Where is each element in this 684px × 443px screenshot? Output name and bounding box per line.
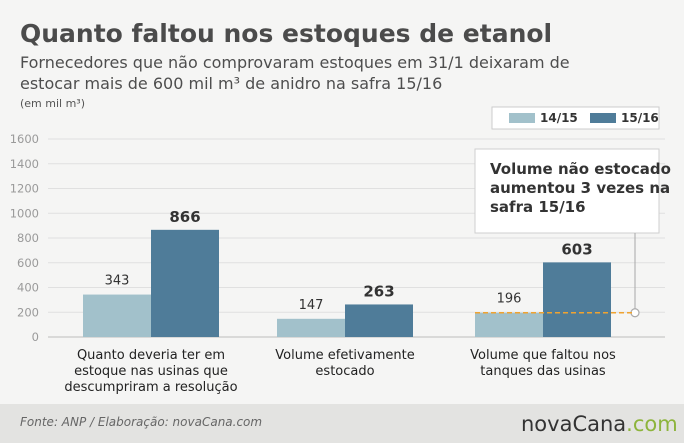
- category-label: estocado: [315, 364, 374, 379]
- y-tick-label: 600: [17, 256, 39, 270]
- bar: [83, 294, 151, 337]
- brand-logo-main: novaCana: [521, 412, 626, 436]
- data-label: 603: [561, 240, 592, 258]
- y-tick-label: 800: [17, 231, 39, 245]
- callout-line-1: Volume não estocado: [490, 160, 671, 178]
- callout: Volume não estocado aumentou 3 vezes na …: [474, 148, 671, 318]
- legend-box: [491, 106, 660, 130]
- legend-swatch-15-16: [590, 113, 616, 123]
- category-label: estoque nas usinas que: [74, 364, 228, 379]
- y-tick-label: 200: [17, 305, 39, 319]
- unit-label: (em mil m³): [20, 97, 85, 110]
- y-tick-label: 1400: [10, 157, 39, 171]
- y-tick-label: 1000: [10, 206, 39, 220]
- category-label: descumpriram a resolução: [64, 380, 237, 395]
- bar: [543, 262, 611, 337]
- bar: [277, 318, 345, 337]
- y-tick-label: 1200: [10, 182, 39, 196]
- callout-line-2: aumentou 3 vezes na: [490, 179, 670, 197]
- bars: 343 147 196 866 263 603: [83, 208, 611, 337]
- brand-logo-suffix: .com: [626, 412, 678, 436]
- y-tick-label: 400: [17, 281, 39, 295]
- callout-line-3: safra 15/16: [490, 198, 586, 216]
- category-label: Volume efetivamente: [275, 348, 414, 363]
- data-label: 263: [363, 282, 394, 300]
- bar: [345, 304, 413, 337]
- chart-subtitle-line-1: Fornecedores que não comprovaram estoque…: [20, 53, 570, 72]
- y-axis: 0 200 400 600 800 1000 1200 1400 1600: [10, 132, 39, 344]
- chart-subtitle-line-2: estocar mais de 600 mil m³ de anidro na …: [20, 74, 442, 93]
- callout-box: [474, 148, 660, 234]
- bar: [475, 312, 543, 337]
- legend-label-15-16: 15/16: [621, 111, 659, 125]
- legend-swatch-14-15: [509, 113, 535, 123]
- category-label: Quanto deveria ter em: [77, 348, 225, 363]
- data-label: 196: [497, 292, 522, 307]
- bar: [151, 229, 219, 337]
- footer-bar: [0, 404, 684, 443]
- y-tick-label: 1600: [10, 132, 39, 146]
- footer-source: Fonte: ANP / Elaboração: novaCana.com: [20, 415, 262, 429]
- legend-label-14-15: 14/15: [540, 111, 578, 125]
- chart-title: Quanto faltou nos estoques de etanol: [20, 19, 552, 48]
- brand-logo: novaCana.com: [521, 412, 678, 436]
- category-label: Volume que faltou nos: [470, 348, 616, 363]
- category-label: tanques das usinas: [480, 364, 606, 379]
- data-label: 343: [105, 274, 130, 289]
- legend: 14/15 15/16: [491, 106, 660, 130]
- y-tick-label: 0: [32, 330, 39, 344]
- data-label: 866: [169, 208, 200, 226]
- data-label: 147: [299, 298, 324, 313]
